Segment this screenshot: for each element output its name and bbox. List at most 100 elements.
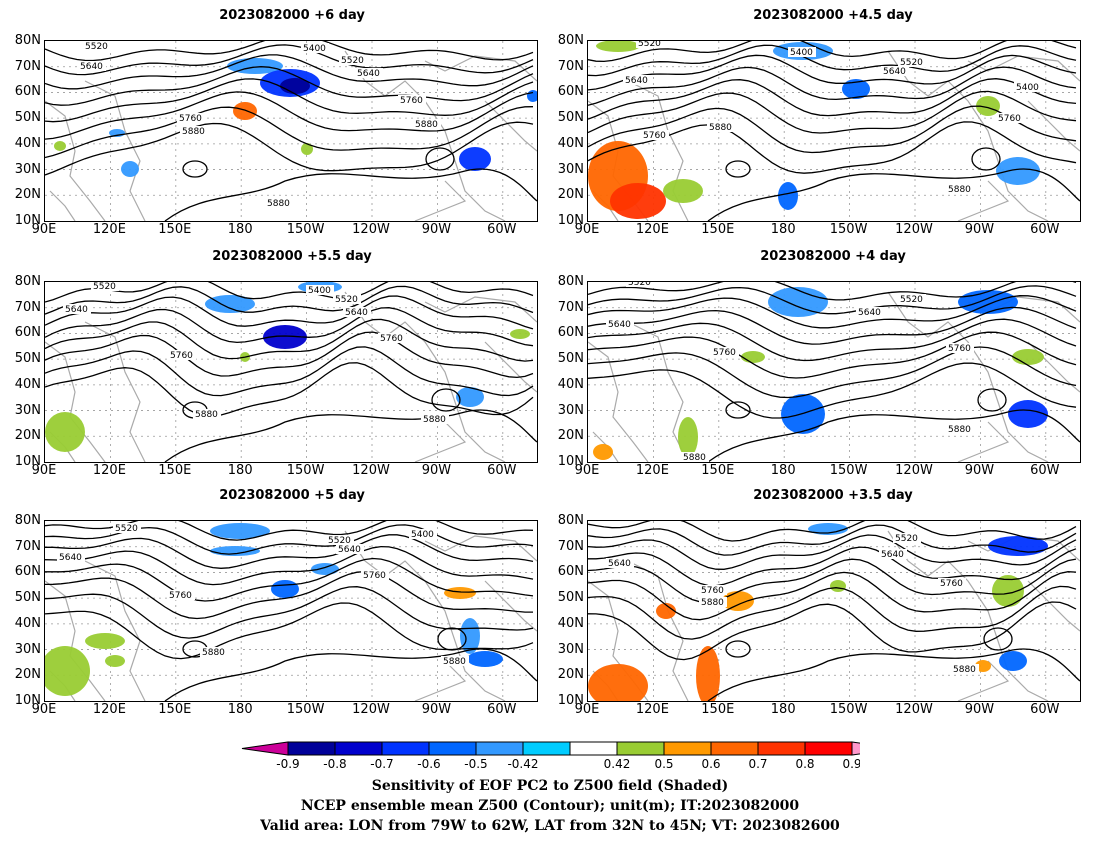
contour-line xyxy=(588,66,1077,106)
map-frame: 5520 5520 5640 5640 5760 5760 5880 5880 xyxy=(587,281,1081,463)
contour-label-bg xyxy=(898,57,926,67)
contour-line xyxy=(588,285,1077,315)
lon-tick-label: 120W xyxy=(352,222,390,237)
sensitivity-shade xyxy=(663,179,703,203)
colorbar-swatch xyxy=(287,741,336,756)
sensitivity-shade xyxy=(301,143,313,155)
contour-line xyxy=(588,362,1077,419)
colorbar-end-low xyxy=(241,741,289,756)
caption-line-1: Sensitivity of EOF PC2 to Z500 field (Sh… xyxy=(371,778,729,794)
contour-label: 5880 xyxy=(182,127,205,137)
contour-label-bg xyxy=(641,130,669,140)
colorbar-tick-label: -0.7 xyxy=(370,757,393,771)
lon-tick-label: 180 xyxy=(770,222,796,237)
lat-tick-label: 30N xyxy=(14,402,41,418)
contour-line xyxy=(588,331,1077,379)
contour-label: 5520 xyxy=(335,295,358,305)
sensitivity-shade xyxy=(510,329,530,339)
contour-closed xyxy=(437,627,467,651)
sensitivity-shade xyxy=(996,157,1040,185)
panel-title: 2023082000 +4 day xyxy=(760,249,906,264)
sensitivity-shade xyxy=(233,102,257,120)
lat-tick-label: 50N xyxy=(557,590,584,606)
contour-closed xyxy=(971,147,1001,171)
contour-label: 5520 xyxy=(341,56,364,66)
sensitivity-shade xyxy=(210,546,260,556)
panel-title: 2023082000 +6 day xyxy=(219,8,365,23)
contour-label-bg xyxy=(413,119,441,129)
contour-label-bg xyxy=(898,294,926,304)
colorbar-tick-label: 0.7 xyxy=(748,757,767,771)
lon-tick-label: 180 xyxy=(227,222,253,237)
contour-line xyxy=(45,91,534,140)
lat-tick-label: 60N xyxy=(14,325,41,341)
coastline xyxy=(414,180,467,221)
contour-label: 5640 xyxy=(608,320,631,330)
contour-label: 5640 xyxy=(625,76,648,86)
lon-tick-label: 150E xyxy=(701,222,735,237)
contour-label: 5760 xyxy=(998,114,1021,124)
contour-label: 5880 xyxy=(953,665,976,675)
contour-label: 5520 xyxy=(895,534,918,544)
contour-label: 5400 xyxy=(303,44,326,54)
contour-line xyxy=(588,54,1077,91)
lat-tick-label: 10N xyxy=(14,213,41,228)
lon-tick-label: 90E xyxy=(31,463,57,478)
contour-label: 5760 xyxy=(940,579,963,589)
contour-label-bg xyxy=(421,414,449,424)
contour-line xyxy=(45,78,534,123)
map-canvas: 5400 5520 5520 5640 5640 5760 5760 5880 5880 5880 xyxy=(45,41,537,221)
contour-label-bg xyxy=(636,41,664,48)
contour-label-bg xyxy=(699,597,727,607)
map-canvas: 5520 5640 5640 5760 5760 5880 5880 xyxy=(588,521,1080,701)
contour-label-bg xyxy=(856,307,884,317)
contour-line xyxy=(707,648,1080,701)
coastline xyxy=(887,530,1049,701)
lon-tick-label: 90E xyxy=(574,222,600,237)
colorbar-tick-label: 0.9 xyxy=(842,757,860,771)
contour-line xyxy=(45,346,534,397)
contour-line xyxy=(588,534,1077,570)
contour-label: 5760 xyxy=(380,334,403,344)
lat-tick-label: 20N xyxy=(557,667,584,683)
contour-label: 5880 xyxy=(202,648,225,658)
contour-label: 5760 xyxy=(400,96,423,106)
coastline xyxy=(344,291,506,462)
contour-label: 5400 xyxy=(790,48,813,58)
contour-line xyxy=(588,346,1077,399)
map-frame: 5400 5520 5520 5640 5640 5760 5760 5880 5880 5880 xyxy=(44,40,538,222)
lat-tick-label: 30N xyxy=(557,161,584,177)
lat-tick-label: 40N xyxy=(14,135,41,151)
colorbar-swatch xyxy=(381,741,430,756)
contour-label: 5880 xyxy=(415,120,438,130)
sensitivity-shade xyxy=(444,587,476,599)
lon-tick-label: 90W xyxy=(421,702,452,717)
contour-line xyxy=(45,545,534,586)
contour-line xyxy=(45,41,534,62)
contour-label-bg xyxy=(306,285,334,295)
map-canvas: 5520 5400 5520 5640 5640 5760 5760 5880 5880 xyxy=(45,282,537,462)
lat-tick-label: 20N xyxy=(14,187,41,203)
contour-label-bg xyxy=(91,282,119,291)
sensitivity-shade xyxy=(678,417,698,457)
colorbar-swatch xyxy=(616,741,665,756)
colorbar-swatch xyxy=(428,741,477,756)
lat-tick-label: 70N xyxy=(557,58,584,74)
sensitivity-shade xyxy=(593,444,613,460)
lat-tick-label: 80N xyxy=(557,33,584,48)
contour-label: 5400 xyxy=(1016,83,1039,93)
contour-line xyxy=(588,105,1077,154)
contour-label-bg xyxy=(265,198,293,208)
sensitivity-shade xyxy=(842,79,870,99)
contour-label-bg xyxy=(167,590,195,600)
lat-tick-label: 30N xyxy=(14,161,41,177)
contour-label: 5640 xyxy=(65,305,88,315)
contour-line xyxy=(45,362,534,417)
map-frame: 5520 5400 5520 5640 5640 5760 5760 5880 5880 xyxy=(44,520,538,702)
sensitivity-shade xyxy=(205,295,255,313)
contour-label-bg xyxy=(881,66,909,76)
lat-tick-label: 60N xyxy=(557,325,584,341)
contour-label: 5760 xyxy=(170,351,193,361)
coastline xyxy=(414,421,467,462)
